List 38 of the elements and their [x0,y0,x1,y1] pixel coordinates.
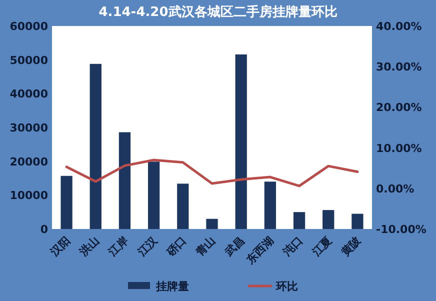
y2-tick-label: 20.00% [376,101,422,114]
y-tick-label: 30000 [10,122,48,134]
line-series [65,158,359,188]
x-tick-label: 沌口 [280,234,306,260]
y-tick-label: 0 [40,223,48,236]
y2-tick-label: 40.00% [376,20,422,33]
chart-title: 4.14-4.20武汉各城区二手房挂牌量环比 [98,4,338,20]
legend-label: 挂牌量 [155,280,189,293]
bar [206,218,218,229]
bar [264,182,276,229]
bar [235,54,247,229]
x-tick-label: 黄陂 [338,233,364,260]
y-tick-label: 10000 [10,189,48,202]
bar [60,176,72,229]
y2-tick-label: 10.00% [376,142,422,155]
x-tick-label: 江汉 [134,233,161,260]
x-tick-label: 武昌 [222,234,248,260]
bar [322,210,334,229]
x-tick-label: 江夏 [309,234,334,260]
y-tick-label: 60000 [10,20,48,33]
y-tick-label: 40000 [10,88,48,101]
bar [148,162,160,229]
y2-tick-label: -10.00% [376,223,426,236]
bar [293,212,306,229]
bar [177,184,189,229]
legend-label: 环比 [275,280,298,293]
x-tick-label: 硚口 [164,234,190,260]
y2-tick-label: 30.00% [376,60,422,74]
y-tick-label: 50000 [10,54,48,67]
x-tick-label: 青山 [192,234,218,260]
y-tick-label: 20000 [10,155,48,168]
bar [352,214,364,229]
x-tick-label: 江岸 [105,234,131,260]
y2-tick-label: 0.00% [376,182,414,196]
bar [118,132,131,229]
bar [90,64,102,229]
x-tick-label: 洪山 [76,234,102,260]
x-tick-label: 汉阳 [47,234,73,260]
